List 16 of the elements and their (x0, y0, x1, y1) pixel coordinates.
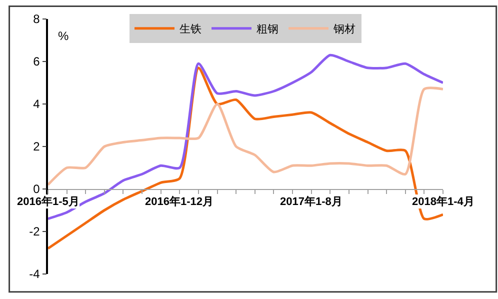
legend-label: 粗钢 (256, 24, 278, 36)
x-tick-label: 2016年1-12月 (145, 195, 214, 208)
y-tick-label: -4 (29, 267, 40, 282)
x-tick-label: 2017年1-8月 (280, 195, 342, 208)
legend-label: 钢材 (332, 22, 356, 36)
x-tick-label: 2018年1-4月 (412, 195, 474, 208)
y-tick-label: 0 (33, 182, 40, 196)
x-tick-label: 2016年1-5月 (17, 195, 80, 208)
y-axis-title: % (58, 29, 69, 43)
y-tick-label: 8 (33, 12, 40, 26)
line-series (48, 86, 443, 186)
y-tick-label: -2 (29, 224, 40, 239)
y-tick-label: 4 (33, 97, 40, 112)
y-tick-label: 6 (33, 54, 40, 69)
y-tick-label: 2 (33, 140, 40, 154)
legend-label: 生铁 (180, 22, 202, 36)
